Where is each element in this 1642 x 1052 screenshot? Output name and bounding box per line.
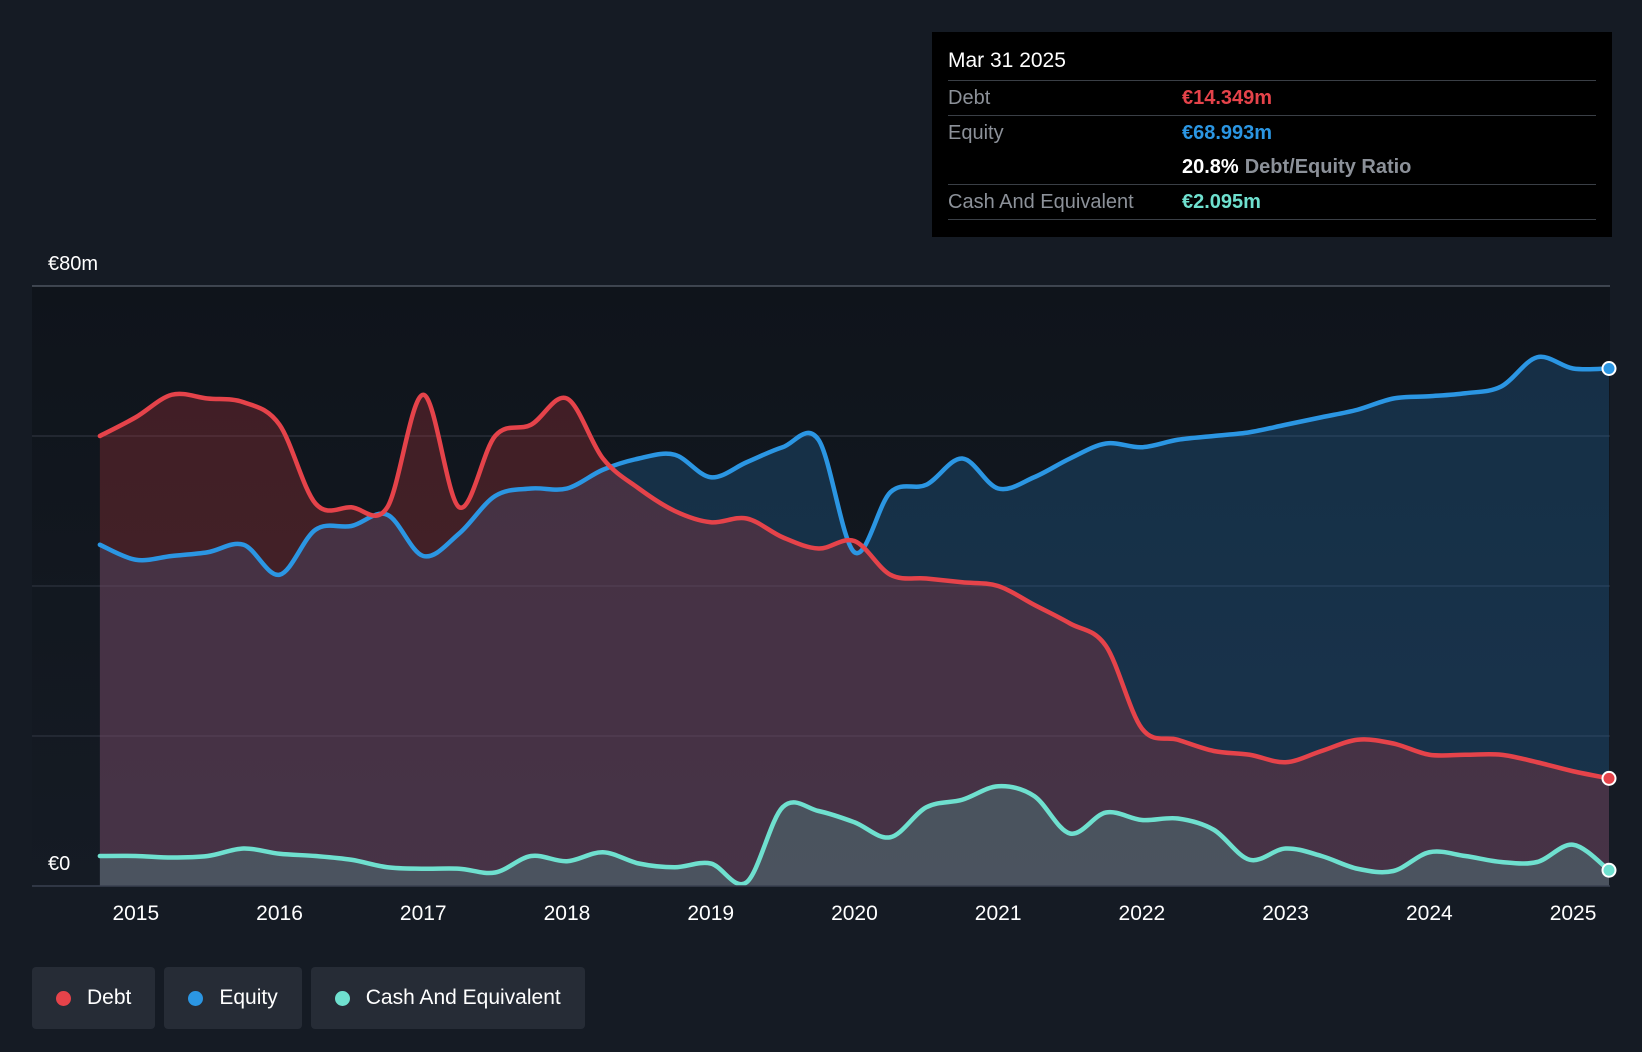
tooltip-equity-label: Equity	[948, 122, 1004, 144]
equity-dot-icon	[188, 990, 204, 1006]
x-tick-label-2015: 2015	[112, 902, 159, 925]
y-tick-label-bottom: €0	[48, 853, 70, 875]
x-tick-label-2021: 2021	[975, 902, 1022, 925]
tooltip-date: Mar 31 2025	[948, 49, 1066, 72]
series-endpoints	[1601, 361, 1617, 878]
cash-dot-icon	[334, 990, 350, 1006]
legend-item-debt[interactable]: Debt	[32, 967, 156, 1029]
x-tick-labels: 2015 2016 2017 2018 2019 2020 2021 2022 2023 2024…	[112, 902, 1596, 925]
equity-endpoint[interactable]	[1601, 361, 1617, 376]
tooltip-row-ratio: 20.8% Debt/Equity Ratio	[948, 150, 1596, 184]
legend: Debt Equity Cash And Equivalent	[32, 967, 585, 1029]
x-tick-label-2019: 2019	[687, 902, 734, 925]
x-tick-label-2018: 2018	[544, 902, 591, 925]
debt-dot-icon	[56, 990, 71, 1006]
debt-line	[97, 391, 1612, 781]
legend-label-equity: Equity	[219, 986, 278, 1009]
tooltip-cash-value: €2.095m	[1182, 191, 1261, 213]
x-tick-label-2023: 2023	[1262, 902, 1309, 925]
tooltip-cash-label: Cash And Equivalent	[948, 191, 1134, 213]
tooltip-row-equity: Equity €68.993m	[948, 115, 1596, 150]
tooltip-row-cash: Cash And Equivalent €2.095m	[948, 184, 1596, 220]
tooltip-ratio-value: 20.8%	[1182, 156, 1239, 178]
legend-item-equity[interactable]: Equity	[164, 967, 302, 1029]
cash-line	[97, 783, 1612, 887]
gridlines	[32, 285, 1610, 737]
tooltip-row-debt: Debt €14.349m	[948, 80, 1596, 115]
x-tick-label-2024: 2024	[1406, 902, 1453, 925]
cash-endpoint[interactable]	[1601, 862, 1617, 878]
tooltip-ratio-label: Debt/Equity Ratio	[1244, 156, 1412, 178]
x-tick-label-2016: 2016	[256, 902, 303, 925]
debt-endpoint[interactable]	[1601, 770, 1617, 786]
legend-item-cash[interactable]: Cash And Equivalent	[310, 967, 585, 1029]
equity-line	[97, 354, 1612, 577]
series-lines	[97, 354, 1612, 887]
x-tick-label-2022: 2022	[1119, 902, 1166, 925]
x-tick-label-2020: 2020	[831, 902, 878, 925]
tooltip-debt-label: Debt	[948, 87, 991, 109]
y-tick-label-top: €80m	[48, 253, 98, 275]
x-tick-label-2025: 2025	[1550, 902, 1597, 925]
tooltip-panel: Mar 31 2025 Debt €14.349m Equity €68.993…	[932, 32, 1612, 237]
tooltip-debt-value: €14.349m	[1182, 87, 1273, 109]
cash-area	[99, 786, 1610, 886]
tooltip-equity-value: €68.993m	[1182, 122, 1273, 144]
legend-label-debt: Debt	[87, 986, 132, 1009]
x-tick-label-2017: 2017	[400, 902, 447, 925]
legend-label-cash: Cash And Equivalent	[365, 986, 561, 1009]
